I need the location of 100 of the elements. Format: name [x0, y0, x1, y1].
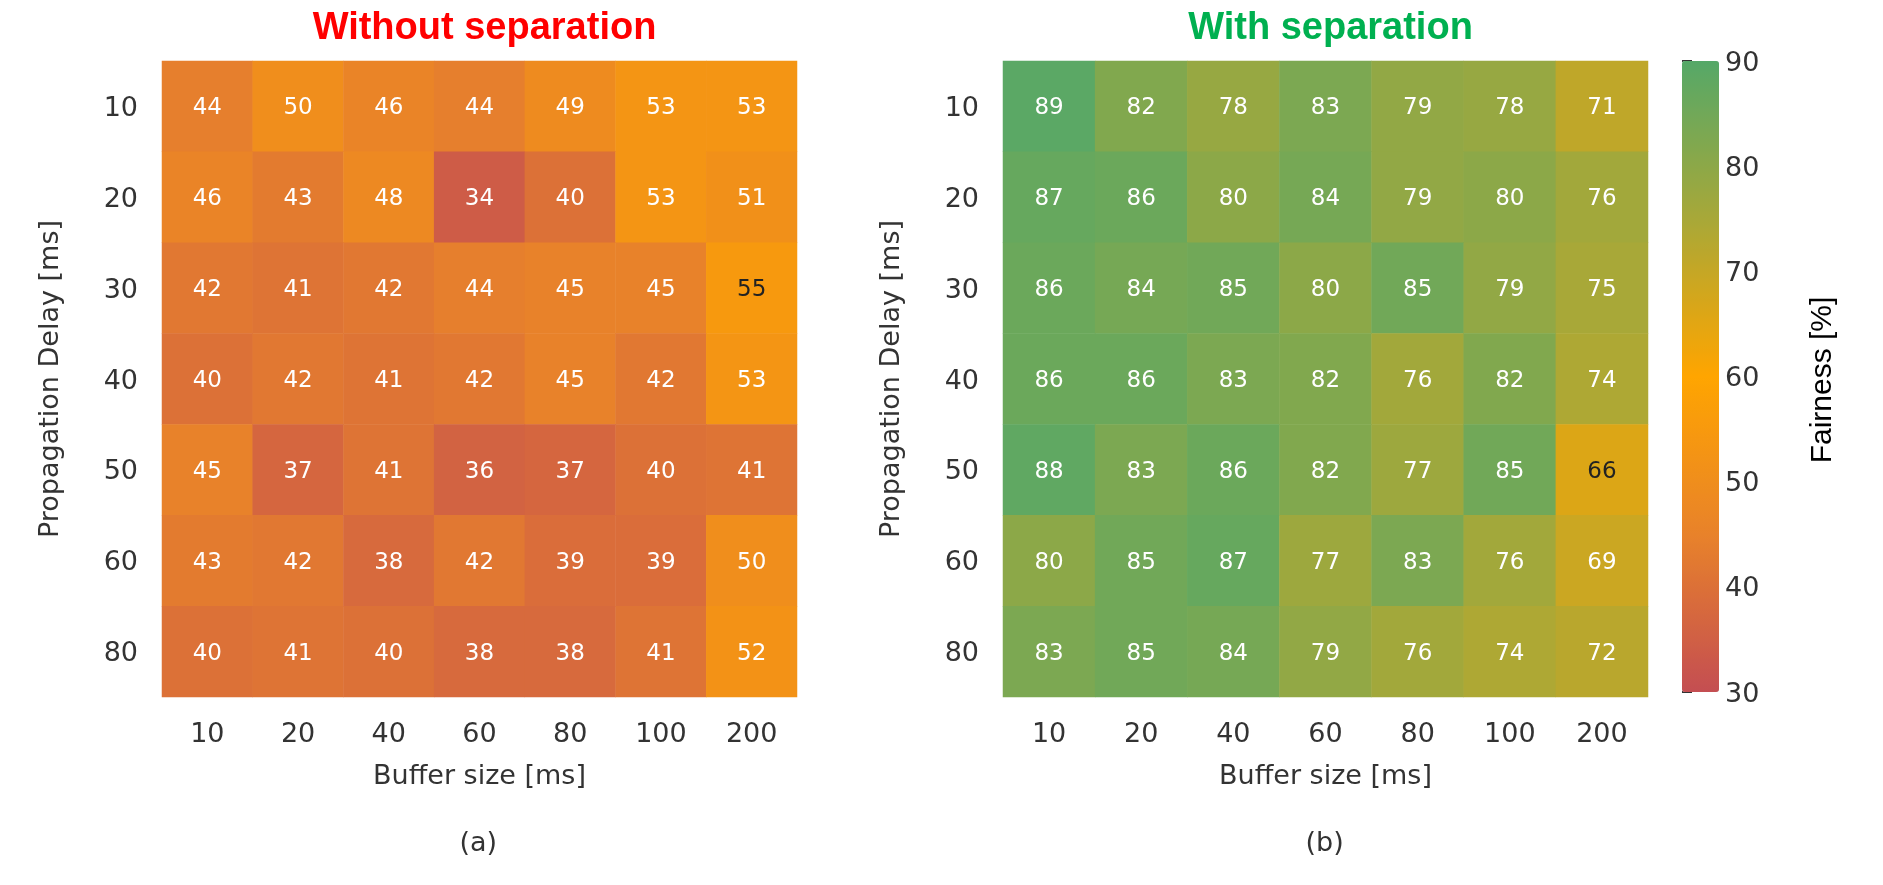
- data-label: 69: [1587, 547, 1617, 574]
- data-label: 53: [646, 93, 676, 120]
- data-label: 76: [1403, 638, 1433, 665]
- y-axis-title: Propagation Delay [ms]: [33, 220, 64, 538]
- data-label: 77: [1310, 547, 1341, 574]
- data-label: 79: [1403, 93, 1433, 120]
- x-tick-label: 40: [1216, 717, 1251, 748]
- data-label: 77: [1403, 456, 1433, 483]
- data-label: 86: [1218, 456, 1248, 483]
- y-tick-label: 50: [103, 454, 138, 486]
- data-label: 83: [1126, 456, 1156, 483]
- y-tick-label: 20: [103, 181, 138, 213]
- data-label: 43: [192, 547, 222, 574]
- x-tick-label: 200: [1576, 717, 1628, 748]
- data-label: 80: [1034, 547, 1064, 574]
- y-tick-label: 80: [944, 636, 979, 668]
- data-label: 76: [1403, 366, 1433, 392]
- data-label: 74: [1587, 366, 1617, 392]
- data-label: 49: [555, 93, 585, 120]
- data-label: 45: [192, 456, 222, 483]
- data-label: 80: [1495, 184, 1525, 211]
- x-axis-title: Buffer size [ms]: [1219, 759, 1432, 790]
- data-label: 89: [1034, 93, 1064, 120]
- chart-title: Without separation: [312, 5, 657, 47]
- color-bar-label: 60: [1725, 361, 1760, 392]
- data-label: 80: [1310, 275, 1341, 302]
- data-label: 53: [646, 184, 676, 211]
- data-label: 44: [192, 93, 222, 120]
- x-tick-label: 20: [1124, 717, 1159, 748]
- chart-title: With separation: [1188, 5, 1473, 47]
- color-bar-label: 40: [1725, 571, 1760, 603]
- y-tick-label: 10: [944, 90, 979, 122]
- data-label: 50: [737, 547, 767, 574]
- data-label: 42: [646, 366, 676, 392]
- data-label: 86: [1126, 184, 1156, 211]
- x-tick-label: 100: [635, 717, 687, 748]
- data-label: 83: [1310, 93, 1341, 120]
- data-label: 83: [1403, 547, 1433, 574]
- y-tick-label: 60: [103, 545, 138, 577]
- x-tick-label: 10: [190, 717, 225, 748]
- data-label: 78: [1495, 93, 1525, 120]
- x-tick-label: 60: [1308, 717, 1343, 748]
- data-label: 76: [1495, 547, 1525, 574]
- data-label: 40: [374, 638, 404, 665]
- data-label: 55: [737, 275, 767, 302]
- color-bar-title: Fairness [%]: [1803, 296, 1837, 464]
- y-tick-label: 50: [944, 454, 979, 486]
- data-label: 42: [464, 547, 495, 574]
- x-tick-label: 10: [1031, 717, 1067, 748]
- x-tick-label: 80: [1400, 717, 1435, 748]
- color-bar-label: 50: [1725, 466, 1760, 498]
- data-label: 50: [283, 93, 313, 120]
- y-axis-title: Propagation Delay [ms]: [874, 220, 905, 538]
- data-label: 53: [737, 366, 767, 392]
- y-tick-label: 30: [944, 272, 979, 304]
- data-label: 42: [464, 366, 495, 392]
- data-label: 41: [283, 638, 313, 665]
- data-label: 82: [1495, 366, 1525, 392]
- data-label: 40: [192, 366, 222, 392]
- data-label: 88: [1034, 456, 1064, 483]
- data-label: 72: [1587, 638, 1617, 665]
- data-label: 85: [1403, 275, 1433, 302]
- data-label: 38: [374, 547, 404, 574]
- data-label: 42: [283, 547, 313, 574]
- data-label: 82: [1310, 366, 1341, 392]
- y-tick-label: 30: [103, 272, 138, 304]
- data-label: 76: [1587, 184, 1617, 211]
- data-label: 87: [1218, 547, 1248, 574]
- data-label: 39: [646, 547, 676, 574]
- y-tick-label: 40: [944, 363, 979, 395]
- data-label: 82: [1310, 456, 1341, 483]
- y-tick-label: 20: [944, 181, 979, 213]
- data-label: 84: [1126, 275, 1156, 302]
- data-label: 85: [1126, 638, 1156, 665]
- data-label: 53: [737, 93, 767, 120]
- data-label: 45: [646, 275, 676, 302]
- data-label: 37: [283, 456, 313, 483]
- x-tick-label: 40: [371, 717, 406, 748]
- color-bar-label: 90: [1725, 45, 1760, 77]
- data-label: 80: [1218, 184, 1248, 211]
- y-tick-label: 10: [103, 90, 138, 122]
- color-bar-label: 30: [1725, 676, 1760, 708]
- x-tick-label: 200: [725, 717, 778, 748]
- data-label: 87: [1034, 184, 1064, 211]
- data-label: 79: [1403, 184, 1433, 211]
- x-tick-label: 60: [462, 717, 497, 748]
- data-label: 40: [192, 638, 222, 665]
- data-label: 74: [1495, 638, 1525, 665]
- data-label: 85: [1126, 547, 1156, 574]
- data-label: 41: [737, 456, 767, 483]
- x-tick-label: 100: [1484, 717, 1536, 748]
- data-label: 41: [374, 456, 404, 483]
- y-tick-label: 60: [944, 545, 979, 577]
- data-label: 86: [1034, 275, 1064, 302]
- y-tick-label: 40: [103, 363, 138, 395]
- data-label: 71: [1587, 93, 1617, 120]
- data-label: 51: [737, 184, 767, 211]
- data-label: 83: [1218, 366, 1248, 392]
- data-label: 39: [555, 547, 585, 574]
- data-label: 46: [192, 184, 222, 211]
